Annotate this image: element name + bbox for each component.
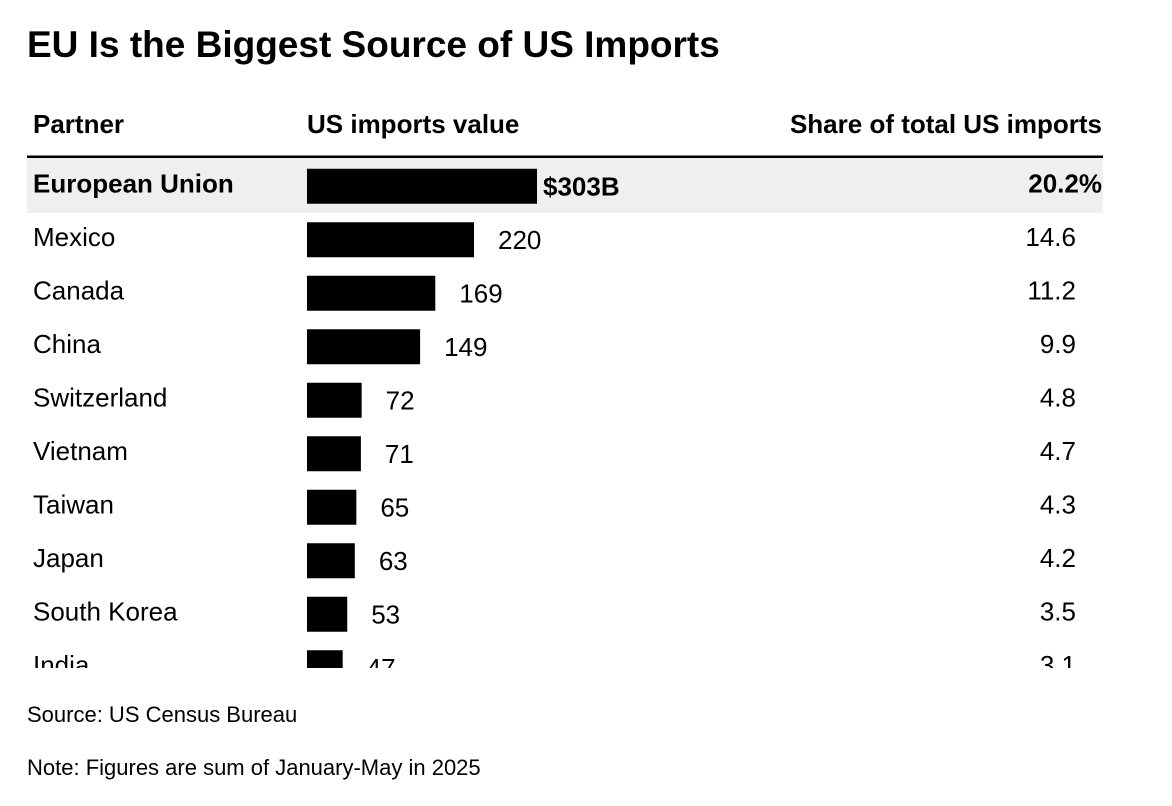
share-value: 3.1	[1040, 650, 1076, 680]
share-value: 4.7	[1040, 436, 1076, 466]
row-label: Vietnam	[33, 436, 128, 466]
column-header: Share of total US imports	[790, 109, 1102, 139]
row-label: South Korea	[33, 597, 178, 627]
bar	[307, 436, 361, 472]
share-value: 4.8	[1040, 383, 1076, 413]
value-label: $303B	[543, 172, 620, 202]
row-label: European Union	[33, 169, 234, 199]
bar	[307, 168, 537, 204]
column-header: US imports value	[307, 109, 519, 139]
bar	[307, 222, 474, 258]
value-label: 149	[444, 332, 487, 362]
value-label: 47	[367, 653, 396, 683]
row-highlight	[27, 158, 1103, 213]
share-value: 3.5	[1040, 597, 1076, 627]
column-header: Partner	[33, 109, 124, 139]
value-label: 65	[380, 493, 409, 523]
row-label: China	[33, 329, 101, 359]
bar	[307, 596, 348, 632]
value-label: 72	[386, 386, 415, 416]
row-label: Japan	[33, 543, 104, 573]
share-value: 4.2	[1040, 543, 1076, 573]
bar	[307, 382, 362, 418]
row-label: Taiwan	[33, 490, 114, 520]
share-value: 11.2	[1027, 276, 1076, 306]
note: Note: Figures are sum of January-May in …	[27, 755, 481, 780]
bar	[307, 329, 421, 365]
value-label: 169	[459, 279, 502, 309]
table-body: European Union $303B 20.2% Mexico 220 14.6 Can…	[27, 158, 1103, 683]
value-label: 63	[379, 546, 408, 576]
row-label: Canada	[33, 276, 125, 306]
row-label: India	[33, 650, 90, 680]
share-value: 20.2%	[1028, 169, 1102, 199]
bar	[307, 543, 355, 579]
share-value: 14.6	[1025, 222, 1076, 252]
row-label: Mexico	[33, 222, 115, 252]
value-label: 71	[385, 439, 414, 469]
value-label: 220	[498, 225, 541, 255]
bar	[307, 650, 343, 668]
share-value: 9.9	[1040, 329, 1076, 359]
source: Source: US Census Bureau	[27, 702, 297, 727]
bar	[307, 275, 436, 311]
value-label: 53	[371, 600, 400, 630]
row-label: Switzerland	[33, 383, 167, 413]
chart-title: EU Is the Biggest Source of US Imports	[27, 24, 720, 65]
share-value: 4.3	[1040, 490, 1076, 520]
bar	[307, 489, 357, 525]
